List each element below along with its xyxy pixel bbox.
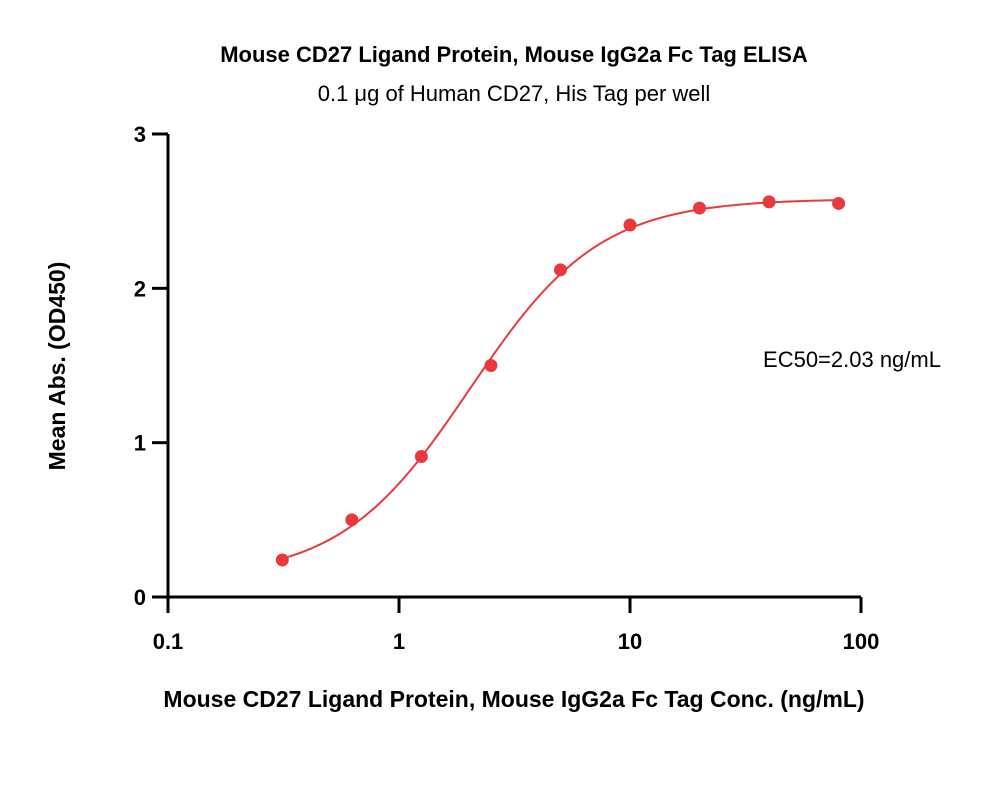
data-point	[275, 553, 289, 567]
ec50-annotation: EC50=2.03 ng/mL	[763, 347, 941, 372]
chart-subtitle: 0.1 μg of Human CD27, His Tag per well	[318, 81, 711, 106]
y-axis-title: Mean Abs. (OD450)	[44, 262, 70, 471]
x-tick-label: 1	[393, 629, 405, 654]
y-axis-ticks: 0 1 2 3	[134, 122, 168, 610]
data-point	[345, 513, 359, 527]
data-point	[693, 201, 707, 215]
plot-area	[275, 195, 846, 567]
data-point	[832, 196, 846, 210]
y-tick-label: 0	[134, 585, 146, 610]
data-point	[484, 359, 498, 372]
fit-curve	[282, 199, 839, 560]
y-tick-label: 1	[134, 431, 146, 456]
y-tick-label: 2	[134, 276, 146, 301]
x-axis-title: Mouse CD27 Ligand Protein, Mouse IgG2a F…	[163, 686, 864, 712]
data-point	[553, 263, 567, 277]
x-tick-label: 100	[843, 629, 880, 654]
x-tick-label: 10	[618, 629, 642, 654]
y-tick-label: 3	[134, 122, 146, 147]
data-point	[762, 195, 776, 209]
data-point	[623, 218, 637, 232]
x-axis-ticks: 0.1 1 10 100	[153, 597, 880, 654]
x-tick-label: 0.1	[153, 629, 184, 654]
data-point	[414, 450, 428, 464]
chart-title: Mouse CD27 Ligand Protein, Mouse IgG2a F…	[220, 42, 808, 67]
